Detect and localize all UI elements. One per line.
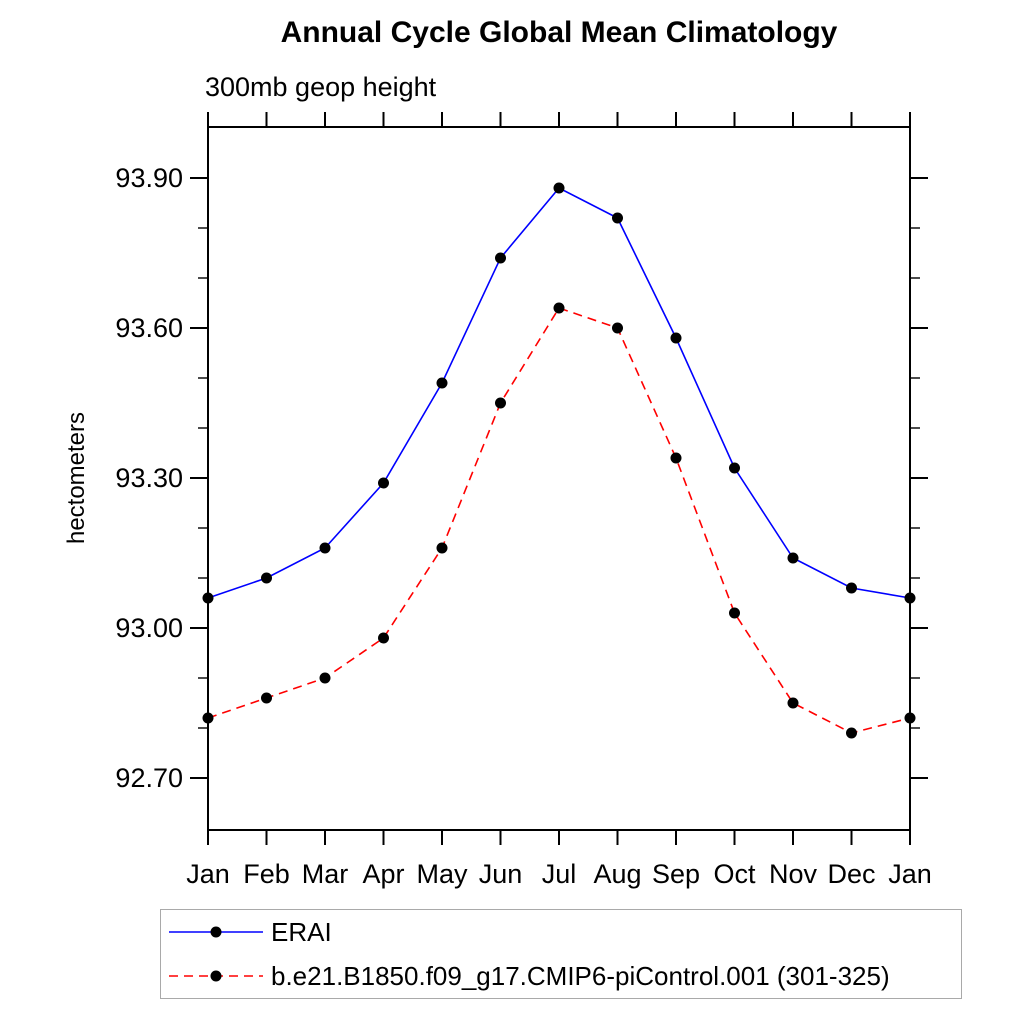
x-tick-label: Nov	[769, 859, 818, 889]
x-tick-label: Sep	[652, 859, 700, 889]
x-tick-label: Jun	[479, 859, 523, 889]
plot-frame	[207, 126, 911, 831]
x-tick-label: Apr	[362, 859, 404, 889]
data-point-marker	[202, 592, 214, 604]
data-point-marker	[670, 452, 682, 464]
data-point-marker	[729, 607, 740, 619]
series-line-1	[207, 307, 911, 734]
chart-subtitle: 300mb geop height	[205, 72, 437, 102]
x-tick-label: Jan	[186, 859, 230, 889]
x-tick-label: Jul	[542, 859, 577, 889]
y-tick-label: 93.60	[115, 313, 183, 343]
y-tick-label: 93.00	[115, 613, 183, 643]
data-point-marker	[495, 397, 506, 409]
data-point-marker	[261, 572, 272, 584]
data-point-marker	[378, 632, 389, 644]
data-point-marker	[904, 592, 916, 604]
data-point-marker	[612, 212, 623, 224]
data-point-marker	[787, 552, 799, 564]
chart-title: Annual Cycle Global Mean Climatology	[280, 16, 838, 49]
legend-box: ERAI b.e21.B1850.f09_g17.CMIP6-piControl…	[160, 909, 962, 999]
x-tick-label: Mar	[302, 859, 349, 889]
x-tick-label: May	[416, 859, 468, 889]
data-point-marker	[436, 377, 448, 389]
data-point-marker	[378, 477, 389, 489]
data-point-marker	[904, 712, 916, 724]
y-tick-label: 93.30	[115, 463, 183, 493]
data-point-marker	[319, 672, 331, 684]
data-point-marker	[319, 542, 331, 554]
data-point-marker	[846, 582, 857, 594]
y-tick-label: 92.70	[115, 763, 183, 793]
data-point-marker	[670, 332, 682, 344]
legend-line-sample-solid	[169, 926, 263, 938]
data-point-marker	[846, 727, 857, 739]
data-point-marker	[729, 462, 740, 474]
data-point-marker	[787, 697, 799, 709]
legend-item-erai: ERAI	[166, 910, 961, 954]
x-tick-label: Aug	[593, 859, 641, 889]
data-point-marker	[553, 302, 565, 314]
data-point-marker	[553, 182, 565, 194]
data-point-marker	[495, 252, 506, 264]
legend-line-sample-dashed	[169, 970, 263, 982]
legend-label-erai: ERAI	[271, 916, 332, 947]
legend-label-picontrol: b.e21.B1850.f09_g17.CMIP6-piControl.001 …	[271, 960, 890, 991]
series-line-0	[207, 186, 911, 599]
x-tick-label: Jan	[888, 859, 932, 889]
data-point-marker	[612, 322, 623, 334]
data-point-marker	[202, 712, 214, 724]
y-tick-label: 93.90	[115, 163, 183, 193]
x-tick-label: Feb	[243, 859, 290, 889]
data-point-marker	[436, 542, 448, 554]
x-tick-label: Dec	[827, 859, 875, 889]
data-point-marker	[261, 692, 272, 704]
x-tick-label: Oct	[713, 859, 756, 889]
legend-item-picontrol: b.e21.B1850.f09_g17.CMIP6-piControl.001 …	[166, 954, 961, 998]
